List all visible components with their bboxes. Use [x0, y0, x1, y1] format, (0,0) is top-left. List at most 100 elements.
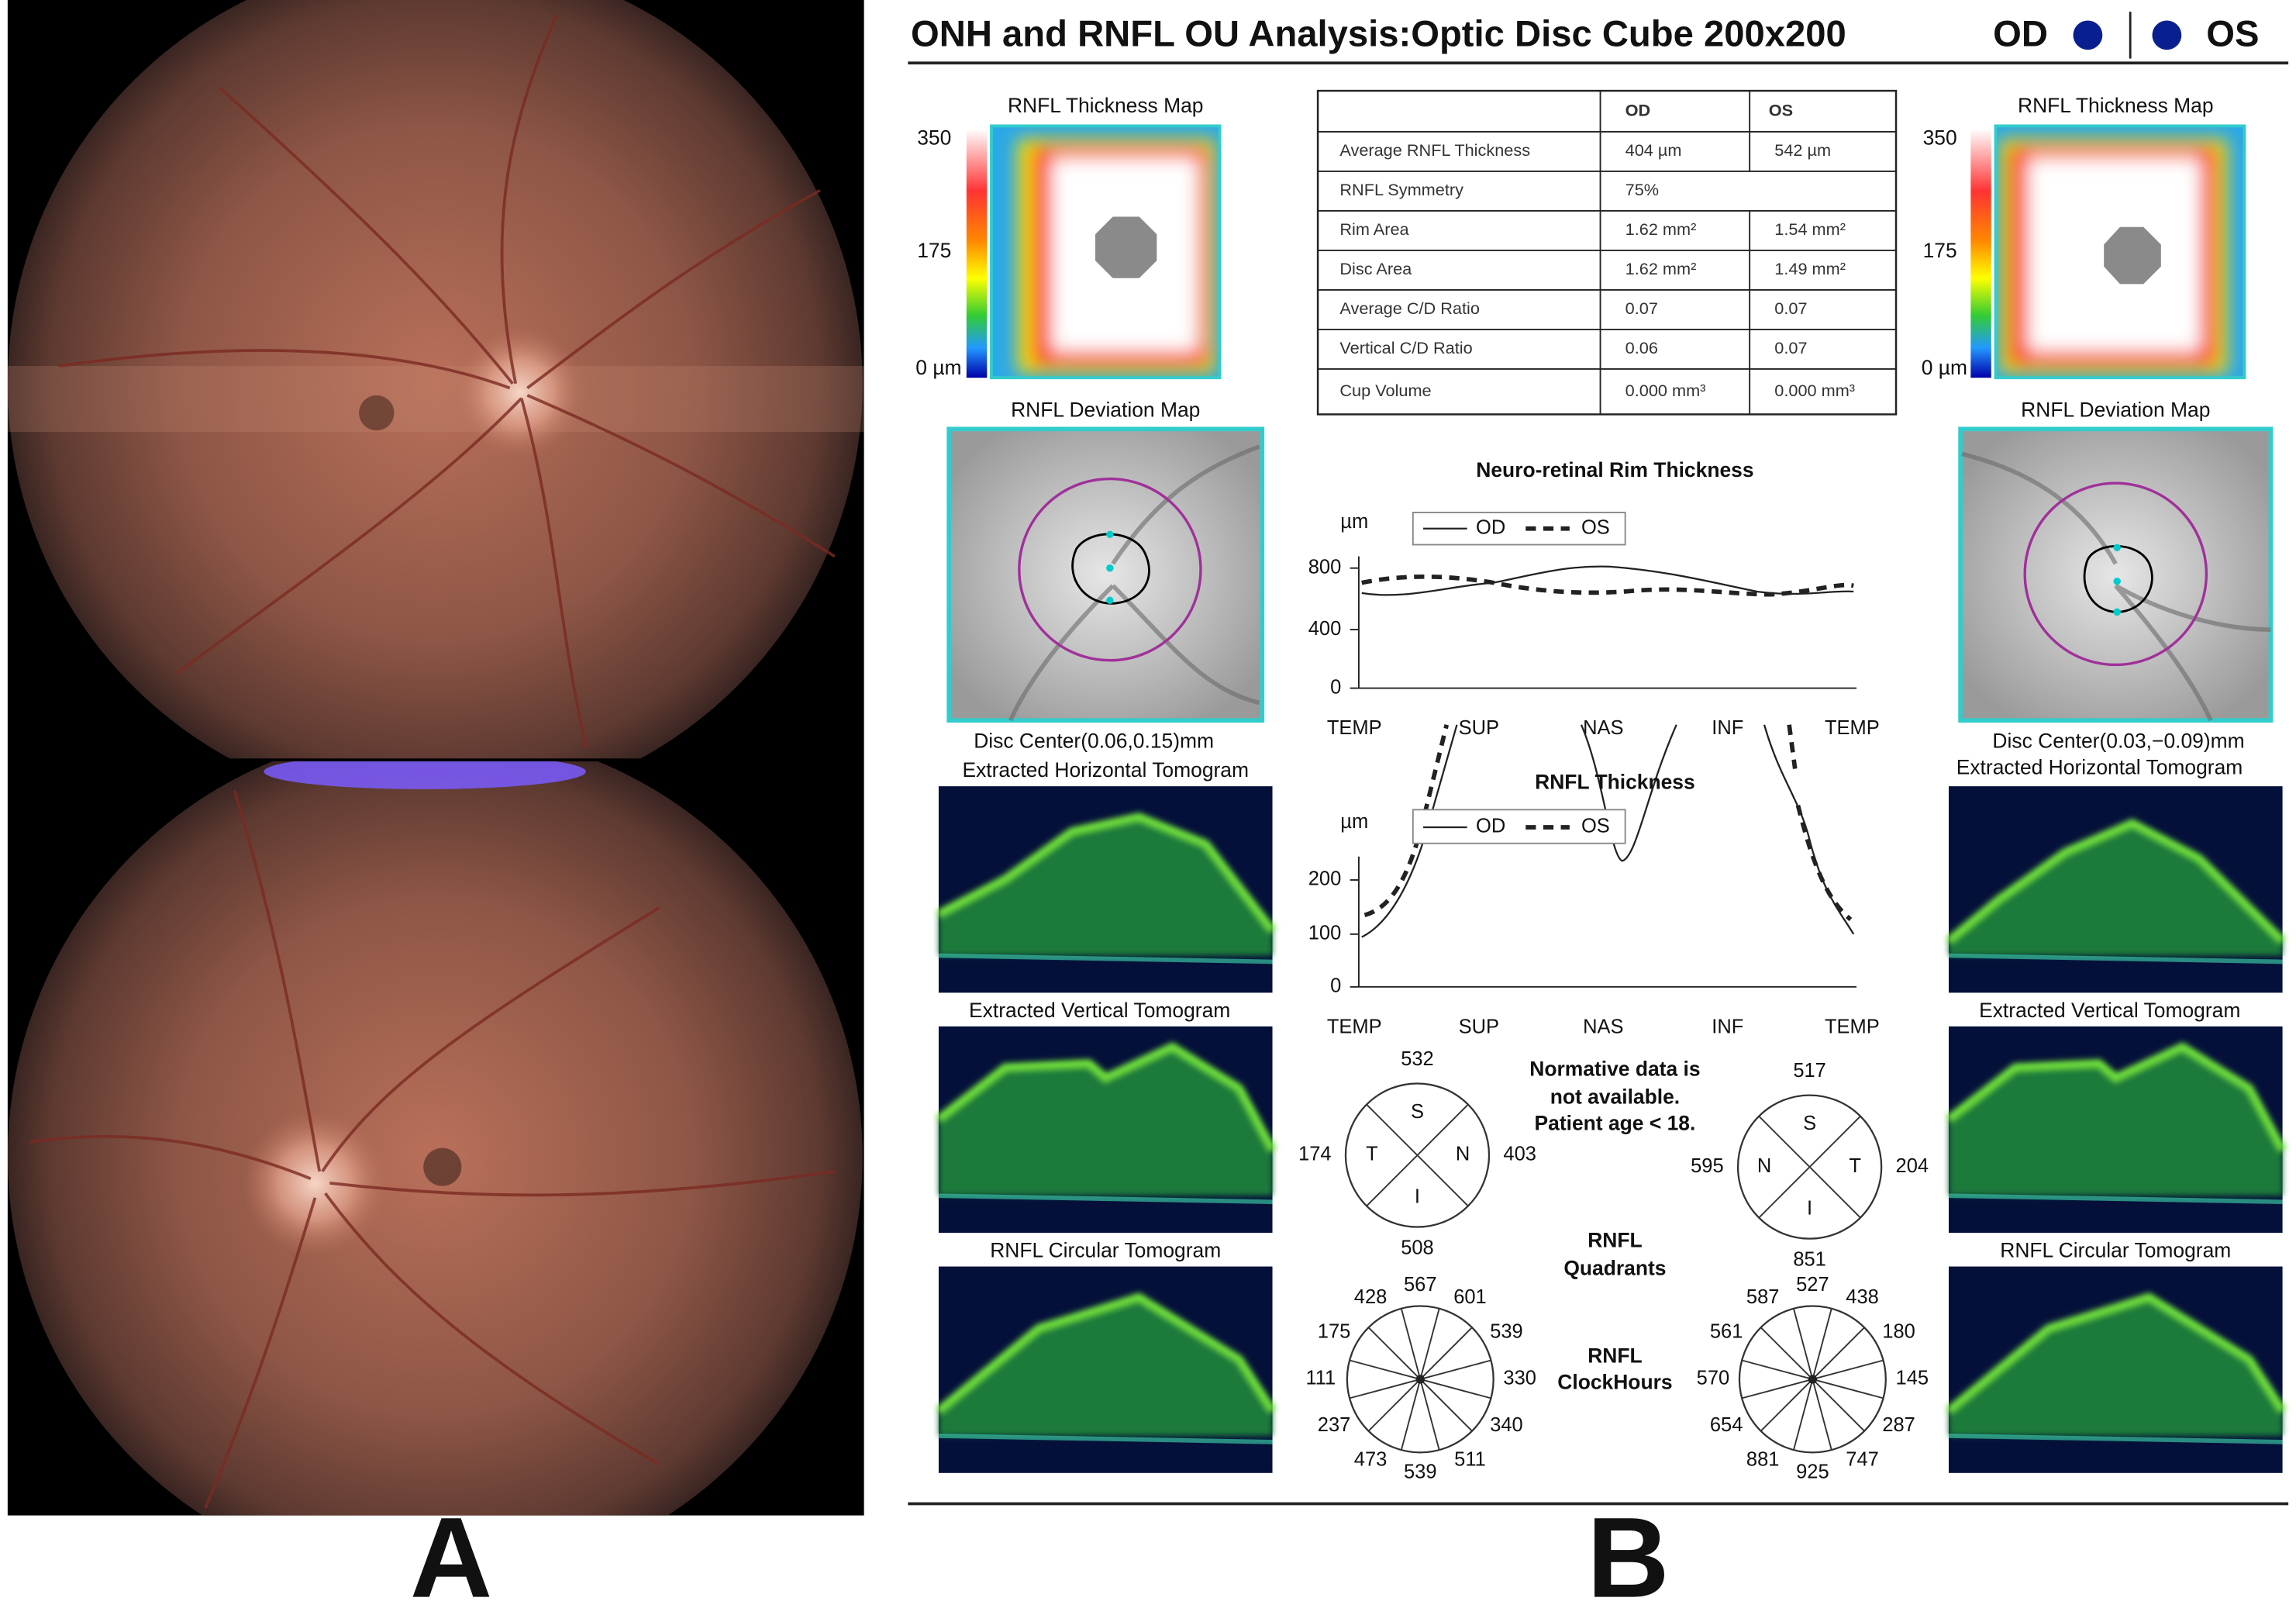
y-tick-label: 100 [1308, 923, 1342, 944]
quadrant-value: 517 [1793, 1060, 1826, 1082]
dial-divider [1793, 1379, 1814, 1451]
table-cell: 75% [1625, 180, 1659, 199]
axis-unit: µm [1340, 511, 1368, 533]
report-title: ONH and RNFL OU Analysis:Optic Disc Cube… [911, 14, 1846, 55]
quadrant-letter: T [1366, 1144, 1378, 1165]
dial-divider [1758, 1116, 1861, 1219]
clock-value: 428 [1354, 1286, 1388, 1308]
table-cell: Average RNFL Thickness [1339, 140, 1530, 160]
table-cell: 1.54 mm² [1774, 219, 1846, 239]
quadrant-letter: S [1411, 1101, 1424, 1123]
retina-rpe [1948, 1193, 2283, 1204]
retina-layer [938, 816, 1273, 956]
clock-value: 438 [1846, 1286, 1879, 1308]
deviation-map-os: RNFL Deviation Map Disc Center(0.03,−0.0… [1958, 399, 2274, 752]
clock-value: 654 [1710, 1414, 1743, 1436]
clock-value: 527 [1796, 1274, 1829, 1296]
dial-divider [1420, 1359, 1491, 1380]
legend-label: OS [1581, 816, 1610, 837]
dial-divider [1419, 1327, 1473, 1380]
clock-value: 511 [1454, 1448, 1486, 1470]
retina-rpe [938, 953, 1273, 965]
clock-value: 587 [1746, 1286, 1780, 1308]
disc-center: Disc Center(0.06,0.15)mm [974, 729, 1214, 752]
tomogram-title: RNFL Circular Tomogram [990, 1239, 1221, 1262]
clock-value: 570 [1697, 1368, 1730, 1389]
tomogram-title: Extracted Horizontal Tomogram [1956, 755, 2243, 778]
retina-surface [1946, 1292, 2287, 1415]
table-cell: 0.07 [1625, 298, 1658, 318]
thickness-map-od: RNFL Thickness Map 350 175 0 µm [915, 94, 1222, 380]
retina-rpe [938, 1193, 1273, 1204]
dial-divider [1812, 1359, 1884, 1380]
rnfl-chart: RNFL Thickness µm OD OS 200 100 0 TEMP S… [1308, 724, 1880, 1037]
tomogram [1946, 1266, 2287, 1473]
eye-label: OD [1993, 14, 2048, 55]
y-tick-label: 0 [1330, 975, 1341, 997]
x-label: NAS [1583, 717, 1623, 739]
scale-label: 0 µm [915, 356, 961, 379]
clock-value: 145 [1896, 1368, 1929, 1389]
tomogram [936, 1266, 1277, 1473]
dial-divider [1741, 1379, 1813, 1399]
dial-divider [1400, 1379, 1422, 1451]
metrics-table: OD OS Average RNFL Thickness 404 µm 542 µm… [1316, 89, 1898, 416]
y-tick-label: 0 [1330, 676, 1341, 698]
scale-label: 0 µm [1922, 356, 1967, 379]
dial-divider [1349, 1379, 1421, 1399]
scale-label: 350 [917, 126, 951, 149]
dial-divider [1812, 1327, 1865, 1380]
table-cell: Cup Volume [1339, 381, 1431, 400]
scale-label: 175 [917, 239, 951, 262]
quadrant-letter: T [1849, 1155, 1861, 1177]
note: Patient age < 18. [1535, 1111, 1696, 1134]
section-label: ClockHours [1557, 1371, 1672, 1394]
tomogram-title: Extracted Horizontal Tomogram [962, 758, 1249, 782]
table-cell: 542 µm [1774, 140, 1831, 160]
panel-label: B [1587, 1495, 1669, 1615]
retina-surface [936, 1042, 1277, 1153]
section-label: RNFL [1588, 1344, 1642, 1368]
dial-divider [1367, 1327, 1421, 1380]
retina-rpe [1948, 953, 2283, 965]
tomogram [936, 786, 1277, 993]
clock-value: 330 [1503, 1368, 1536, 1389]
table-cell: 0.07 [1774, 298, 1807, 318]
section-label: Quadrants [1563, 1256, 1666, 1279]
quadrant-value: 204 [1896, 1155, 1929, 1177]
clock-value: 340 [1490, 1414, 1523, 1436]
retina-layer [1949, 823, 2283, 956]
clock-value: 175 [1318, 1320, 1351, 1342]
table-cell: 0.06 [1625, 338, 1658, 357]
x-label: SUP [1459, 1016, 1499, 1037]
dial-divider [1366, 1103, 1469, 1207]
table-cell: 404 µm [1625, 140, 1682, 160]
dial-divider [1349, 1359, 1421, 1380]
chart-title: RNFL Thickness [1535, 770, 1695, 793]
table-cell: 0.07 [1774, 338, 1807, 357]
tomograms: Extracted Horizontal Tomogram Extracted … [936, 755, 2287, 1473]
notes: Normative data is not available. Patient… [1529, 1057, 1700, 1393]
legend-label: OD [1476, 516, 1505, 538]
dial-divider [1419, 1308, 1440, 1380]
map-title: RNFL Deviation Map [2021, 399, 2210, 422]
clock-value: 567 [1404, 1274, 1437, 1296]
clock-value: 539 [1404, 1461, 1437, 1483]
disc-center: Disc Center(0.03,−0.09)mm [1992, 729, 2244, 752]
dial-divider [1419, 1379, 1473, 1432]
retina-surface [1946, 1042, 2287, 1153]
scale-label: 350 [1923, 126, 1957, 149]
quadrant-value: 532 [1401, 1048, 1434, 1070]
clock-value: 111 [1305, 1368, 1336, 1389]
tomogram [1946, 1026, 2287, 1234]
eye-label: OS [2206, 14, 2259, 55]
tomogram [1946, 786, 2286, 993]
note: not available. [1550, 1085, 1680, 1108]
retina-surface [1946, 818, 2286, 945]
quadrant-value: 851 [1793, 1249, 1826, 1271]
dial-center [1415, 1375, 1425, 1384]
retina-surface [936, 1292, 1277, 1415]
quadrant-value: 174 [1298, 1144, 1332, 1165]
dial-divider [1760, 1379, 1814, 1432]
